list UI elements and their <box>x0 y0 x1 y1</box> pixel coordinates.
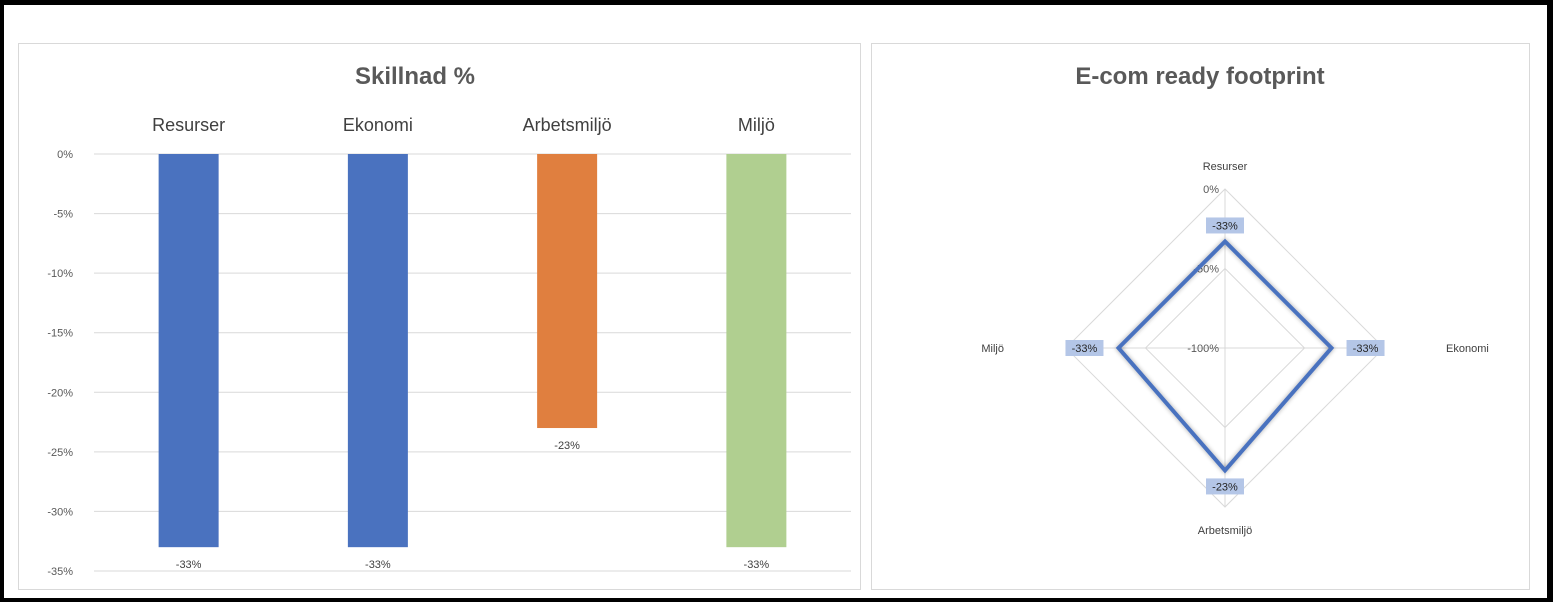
radar-data-label: -23% <box>1206 478 1244 495</box>
bar-category-label: Resurser <box>152 115 225 135</box>
bar <box>347 154 408 548</box>
bar-chart-title: Skillnad % <box>355 63 475 90</box>
bar-chart-panel: Skillnad % 0% -5% -10% -15% -20% -25% -30% -35%… <box>18 43 861 590</box>
radar-data-label: -33% <box>1346 340 1385 356</box>
radar-series-line <box>1115 238 1335 474</box>
radar-axis-labels: Resurser Ekonomi Arbetsmiljö Miljö <box>981 161 1488 537</box>
radar-data-label-text: -33% <box>1072 343 1098 355</box>
radar-axis-label: Resurser <box>1203 161 1248 173</box>
radar-axis-label: Arbetsmiljö <box>1198 525 1252 537</box>
radar-data-label-box <box>1346 340 1385 356</box>
bar-data-label: -23% <box>554 440 580 452</box>
radar-series <box>1115 238 1335 474</box>
radar-data-label-text: -33% <box>1353 343 1379 355</box>
bar-y-tick-label: -30% <box>47 506 73 518</box>
radar-data-label-box <box>1065 340 1104 356</box>
bar-series <box>158 154 787 548</box>
radar-data-label: -33% <box>1206 217 1244 234</box>
bar-category-label: Miljö <box>738 115 775 135</box>
bar-gridlines <box>94 153 851 572</box>
radar-data-label-text: -23% <box>1212 481 1238 493</box>
radar-chart: E-com ready footprint Resurser Ekonomi Arb… <box>981 63 1488 537</box>
bar-category-axis: Resurser Ekonomi Arbetsmiljö Miljö <box>152 115 775 135</box>
bar-chart: Skillnad % 0% -5% -10% -15% -20% -25% -30% -35%… <box>47 63 851 578</box>
radar-data-label-box <box>1206 478 1244 495</box>
bar <box>158 154 219 548</box>
radar-axis-label: Ekonomi <box>1446 343 1489 355</box>
bar <box>726 154 787 548</box>
radar-chart-panel: E-com ready footprint Resurser Ekonomi Arb… <box>871 43 1530 590</box>
radar-data-label-box <box>1206 217 1244 234</box>
bar-y-tick-label: -10% <box>47 268 73 280</box>
bar-y-tick-label: -5% <box>53 209 73 221</box>
bar-category-label: Ekonomi <box>343 115 413 135</box>
radar-data-label: -33% <box>1065 340 1104 356</box>
radar-data-label-text: -33% <box>1212 220 1238 232</box>
bar-y-tick-label: -35% <box>47 566 73 578</box>
bar-data-label: -33% <box>365 559 391 571</box>
bar-y-tick-label: -15% <box>47 328 73 340</box>
bar-y-tick-label: -25% <box>47 447 73 459</box>
radar-r-tick-label: -100% <box>1187 343 1219 355</box>
radar-r-tick-label: 0% <box>1203 184 1219 196</box>
chart-frame: Skillnad % 0% -5% -10% -15% -20% -25% -30% -35%… <box>4 5 1547 598</box>
bar-data-label: -33% <box>744 559 770 571</box>
radar-r-ticks: 0%-50%-100% <box>1187 184 1219 355</box>
radar-axis-label: Miljö <box>981 343 1004 355</box>
bar-y-tick-label: 0% <box>57 149 73 161</box>
radar-chart-title: E-com ready footprint <box>1075 63 1324 90</box>
bar <box>537 154 598 429</box>
bar-data-label: -33% <box>176 559 202 571</box>
bar-y-axis: 0% -5% -10% -15% -20% -25% -30% -35% <box>47 149 73 578</box>
bar-data-labels: -33% -33% -23% -33% <box>176 440 770 571</box>
radar-gridlines <box>1065 188 1385 508</box>
radar-data-labels: -33% -33% -23% -33% <box>1065 217 1385 495</box>
bar-category-label: Arbetsmiljö <box>523 115 612 135</box>
bar-y-tick-label: -20% <box>47 387 73 399</box>
